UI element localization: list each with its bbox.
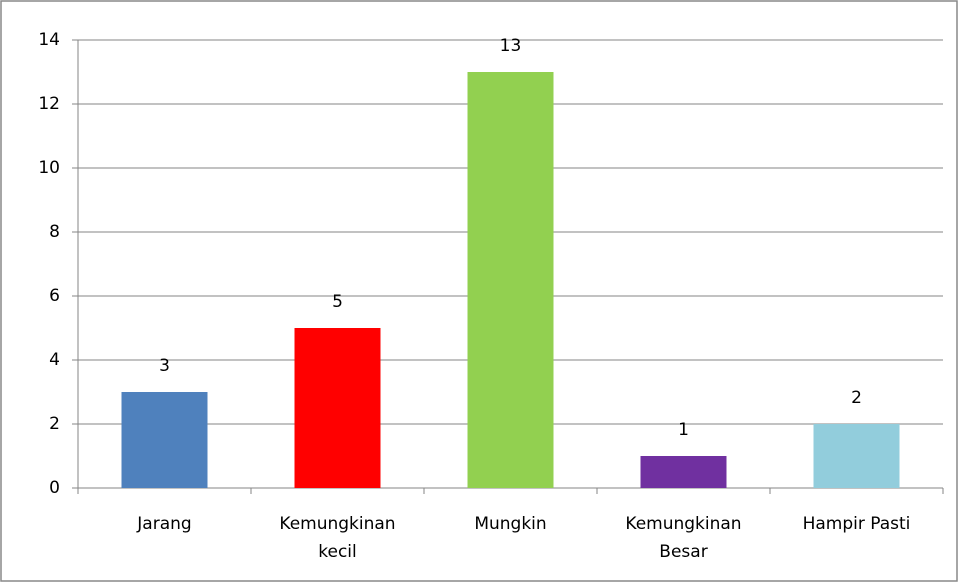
data-label: 13 [500,36,522,56]
y-tick-label: 12 [38,94,60,114]
data-label: 2 [851,388,862,408]
y-tick-label: 8 [49,222,60,242]
bar [467,72,554,488]
y-tick-label: 10 [38,158,60,178]
x-tick-label: Mungkin [474,514,547,534]
bar [294,328,381,488]
x-tick-label: Kemungkinan Besar [625,514,742,562]
y-tick-label: 14 [38,30,60,50]
data-label: 3 [159,356,170,376]
y-tick-label: 0 [49,478,60,498]
bar [813,424,900,488]
data-label: 1 [678,420,689,440]
y-tick-label: 4 [49,350,60,370]
x-tick-label: Jarang [137,514,192,534]
y-tick-label: 2 [49,414,60,434]
x-tick-label: Hampir Pasti [802,514,911,534]
bar [121,392,208,488]
y-tick-label: 6 [49,286,60,306]
data-label: 5 [332,292,343,312]
bar [640,456,727,488]
x-tick-label: Kemungkinan kecil [279,514,396,562]
